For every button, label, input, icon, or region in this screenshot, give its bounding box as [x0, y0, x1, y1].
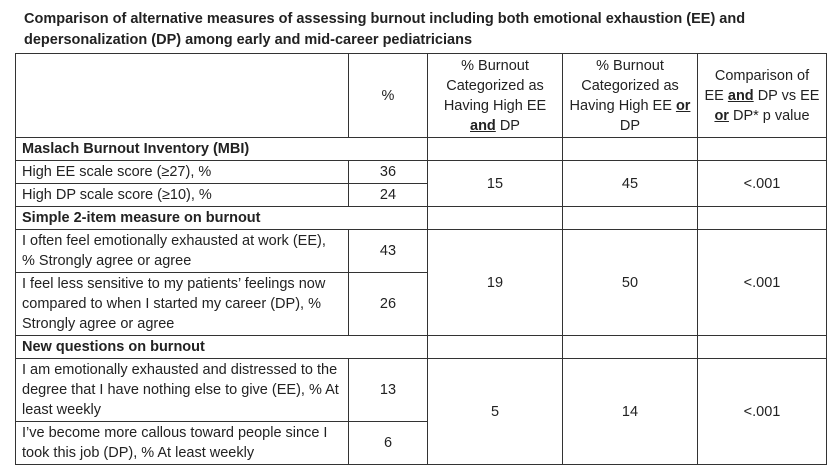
row-label: I often feel emotionally exhausted at wo…	[15, 229, 349, 273]
section-row: New questions on burnout	[15, 335, 827, 359]
header-cell: Comparison of EE and DP vs EE or DP* p v…	[697, 53, 827, 138]
row-label: I feel less sensitive to my patients’ fe…	[15, 272, 349, 336]
or-value: 45	[562, 160, 698, 207]
header-text: % Burnout Categorized as Having High EE	[569, 57, 679, 114]
header-text: Comparison of EE	[704, 67, 810, 104]
data-row: I often feel emotionally exhausted at wo…	[15, 229, 827, 336]
header-cell	[15, 53, 349, 138]
data-row: High EE scale score (≥27), % 36 15 45 <.001	[15, 160, 827, 207]
and-value: 15	[427, 160, 563, 207]
data-row: High DP scale score (≥10), % 24	[15, 183, 827, 207]
empty-cell	[697, 137, 827, 161]
row-label: I’ve become more callous toward people s…	[15, 421, 349, 465]
empty-cell	[697, 206, 827, 230]
header-text: DP	[619, 117, 641, 134]
header-cell: %	[348, 53, 428, 138]
empty-cell	[427, 335, 563, 359]
empty-cell	[562, 137, 698, 161]
empty-cell	[562, 335, 698, 359]
table: % % Burnout Categorized as Having High EE…	[15, 53, 827, 465]
row-percent: 6	[348, 421, 428, 465]
and-value: 5	[427, 358, 563, 465]
row-label: High EE scale score (≥27), %	[15, 160, 349, 184]
section-title: Simple 2-item measure on burnout	[15, 206, 428, 230]
header-text: %	[381, 87, 395, 104]
section-title: Maslach Burnout Inventory (MBI)	[15, 137, 428, 161]
data-row: I feel less sensitive to my patients’ fe…	[15, 272, 827, 336]
row-label: High DP scale score (≥10), %	[15, 183, 349, 207]
header-text: DP vs EE	[753, 87, 820, 104]
row-percent: 24	[348, 183, 428, 207]
row-percent: 13	[348, 358, 428, 422]
empty-cell	[562, 206, 698, 230]
section-row: Maslach Burnout Inventory (MBI)	[15, 137, 827, 161]
data-row: I’ve become more callous toward people s…	[15, 421, 827, 465]
header-cell: % Burnout Categorized as Having High EE …	[562, 53, 698, 138]
or-value: 50	[562, 229, 698, 336]
header-text: and	[470, 117, 496, 134]
and-value: 19	[427, 229, 563, 336]
header-cell: % Burnout Categorized as Having High EE …	[427, 53, 563, 138]
or-value: 14	[562, 358, 698, 465]
row-label: I am emotionally exhausted and distresse…	[15, 358, 349, 422]
header-text: or	[714, 107, 729, 124]
row-percent: 36	[348, 160, 428, 184]
section-title: New questions on burnout	[15, 335, 428, 359]
empty-cell	[427, 206, 563, 230]
header-row: % % Burnout Categorized as Having High EE…	[15, 53, 827, 138]
row-percent: 43	[348, 229, 428, 273]
header-text: % Burnout Categorized as Having High EE	[443, 57, 547, 114]
data-row: I am emotionally exhausted and distresse…	[15, 358, 827, 465]
p-value: <.001	[697, 358, 827, 465]
p-value: <.001	[697, 229, 827, 336]
section-row: Simple 2-item measure on burnout	[15, 206, 827, 230]
header-text: DP	[495, 117, 520, 134]
p-value: <.001	[697, 160, 827, 207]
empty-cell	[427, 137, 563, 161]
header-text: and	[727, 87, 754, 104]
header-text: or	[675, 97, 691, 114]
row-percent: 26	[348, 272, 428, 336]
table-title: Comparison of alternative measures of as…	[24, 11, 746, 48]
empty-cell	[697, 335, 827, 359]
header-text: DP* p value	[728, 107, 810, 124]
